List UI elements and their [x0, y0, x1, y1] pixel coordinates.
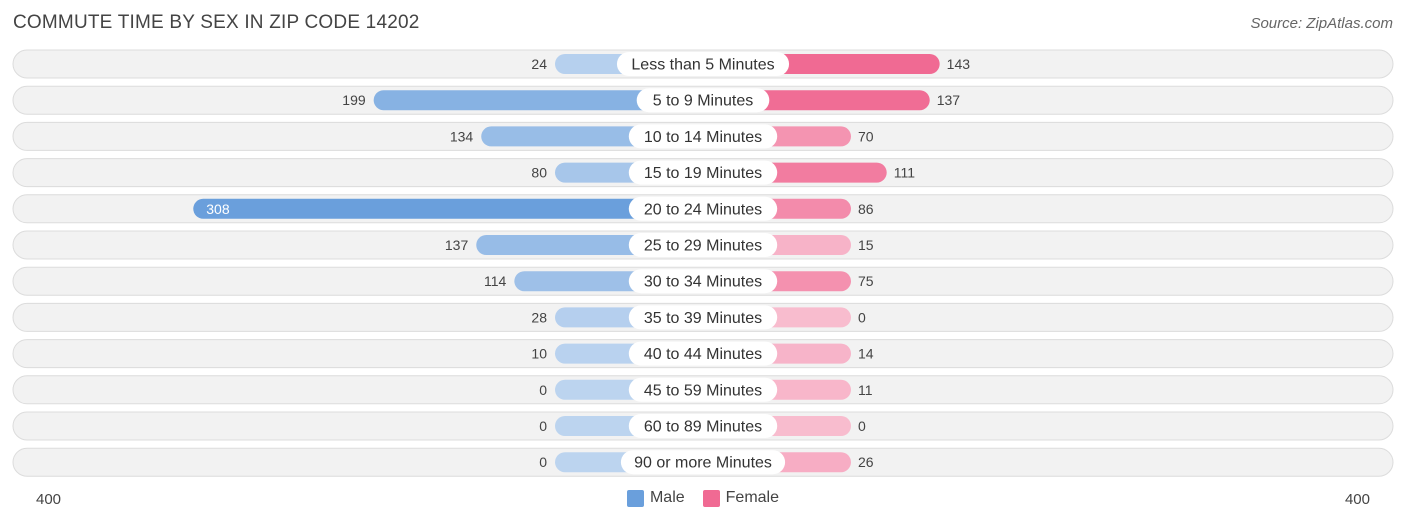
category-label: Less than 5 Minutes [631, 57, 774, 74]
value-label-male: 114 [484, 273, 507, 289]
axis-left-max-label: 400 [36, 491, 62, 508]
source-credit: Source: ZipAtlas.com [1250, 15, 1393, 32]
axis-right-max-label: 400 [1344, 491, 1370, 508]
category-label: 60 to 89 Minutes [644, 419, 762, 436]
category-pill [616, 52, 790, 76]
value-label-female: 86 [858, 201, 874, 217]
bar-male [193, 198, 703, 219]
legend: Male Female [0, 489, 1406, 507]
value-label-male: 137 [445, 237, 469, 253]
value-label-male: 134 [450, 128, 474, 144]
category-pill [628, 233, 778, 257]
category-label: 5 to 9 Minutes [653, 93, 754, 110]
value-label-male: 199 [342, 92, 366, 108]
category-label: 45 to 59 Minutes [644, 382, 762, 399]
value-label-female: 137 [937, 92, 961, 108]
category-pill [636, 88, 770, 113]
value-label-female: 15 [858, 237, 874, 253]
category-pill [628, 305, 778, 330]
category-pill [620, 450, 786, 475]
legend-swatch-male [626, 489, 644, 507]
value-label-male: 0 [539, 382, 547, 398]
category-pill [628, 160, 778, 185]
category-label: 15 to 19 Minutes [644, 165, 762, 182]
value-label-female: 111 [894, 165, 915, 181]
category-label: 10 to 14 Minutes [644, 129, 762, 146]
category-label: 25 to 29 Minutes [644, 238, 762, 255]
value-label-female: 75 [858, 273, 874, 289]
category-label: 20 to 24 Minutes [644, 201, 762, 218]
value-label-female: 0 [858, 309, 866, 325]
legend-label-female: Female [725, 489, 780, 506]
value-label-female: 14 [858, 346, 874, 362]
legend-item-male: Male [626, 489, 685, 507]
category-pill [628, 341, 778, 366]
value-label-female: 143 [947, 56, 971, 72]
value-label-female: 0 [858, 418, 866, 434]
legend-label-male: Male [649, 489, 685, 506]
category-label: 35 to 39 Minutes [644, 310, 762, 327]
value-label-male: 308 [206, 201, 230, 217]
legend-item-female: Female [702, 489, 780, 507]
value-label-male: 0 [539, 454, 547, 470]
value-label-male: 0 [539, 418, 547, 434]
category-pill [628, 377, 778, 402]
bar-male [373, 90, 703, 111]
legend-swatch-female [702, 489, 720, 507]
value-label-male: 28 [531, 309, 547, 325]
value-label-male: 80 [531, 165, 547, 181]
value-label-female: 11 [858, 382, 873, 398]
chart-title: COMMUTE TIME BY SEX IN ZIP CODE 14202 [13, 12, 420, 33]
category-pill [628, 196, 778, 221]
category-pill [628, 269, 778, 294]
category-pill [628, 414, 778, 438]
category-pill [628, 124, 778, 149]
category-label: 40 to 44 Minutes [644, 346, 762, 363]
category-label: 30 to 34 Minutes [644, 274, 762, 291]
category-label: 90 or more Minutes [634, 455, 772, 472]
value-label-female: 70 [858, 128, 874, 144]
value-label-male: 10 [531, 346, 547, 362]
value-label-male: 24 [531, 56, 547, 72]
value-label-female: 26 [858, 454, 874, 470]
